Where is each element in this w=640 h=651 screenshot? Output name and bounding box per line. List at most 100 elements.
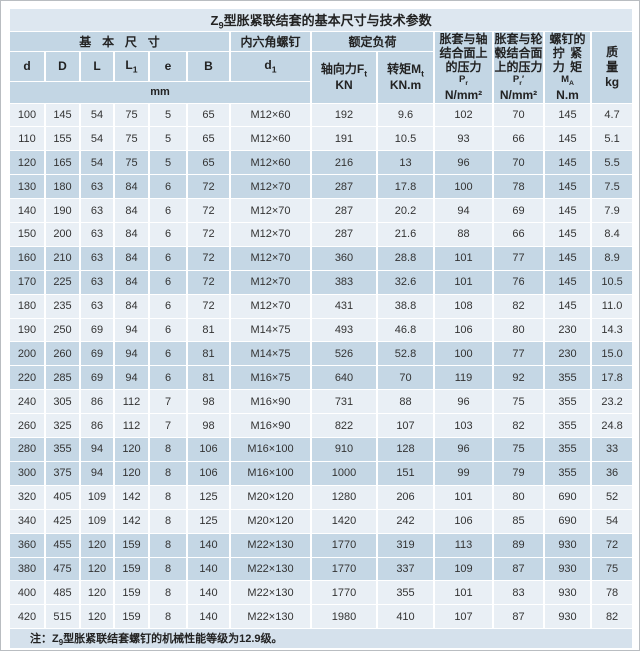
cell: 11.0 [589, 293, 635, 319]
cell: 242 [376, 508, 435, 534]
cell: 70 [492, 102, 545, 128]
header-group-row: 基本尺寸 内六角螺钉 额定负荷 胀套与轴 结合面上 的压力 Pr N/mm² 胀… [8, 31, 635, 104]
cell: M12×70 [229, 245, 312, 271]
cell: 82 [492, 293, 545, 319]
cell: M22×130 [229, 580, 312, 606]
footnote: 注：Z9型胀紧联结套螺钉的机械性能等级为12.9级。 [7, 628, 635, 650]
cell: 17.8 [589, 365, 635, 391]
table-row: 420 515 120 159 8 140 M22×130 1980 410 107 87 930 82 [8, 604, 635, 630]
cell: 360 [310, 245, 378, 271]
cell: M12×70 [229, 198, 312, 224]
col-header-torque: 转矩Mt KN.m [376, 51, 435, 104]
cell: 8 [148, 556, 188, 582]
cell: 210 [44, 245, 81, 271]
cell: 75 [113, 102, 150, 128]
cell: 515 [44, 604, 81, 630]
cell: 23.2 [589, 389, 635, 415]
cell: 96 [433, 389, 494, 415]
cell: 94 [113, 317, 150, 343]
table-row: 340 425 109 142 8 125 M20×120 1420 242 106 85 690 54 [8, 508, 635, 534]
cell: M20×120 [229, 484, 312, 510]
cell: 28.8 [376, 245, 435, 271]
cell: 101 [433, 484, 494, 510]
cell: 8 [148, 580, 188, 606]
cell: 380 [8, 556, 46, 582]
cell: 1280 [310, 484, 378, 510]
cell: 145 [543, 150, 592, 176]
cell: 52 [589, 484, 635, 510]
cell: 200 [44, 222, 81, 247]
table-row: 240 305 86 112 7 98 M16×90 731 88 96 75 355 23.2 [8, 389, 635, 415]
cell: 6 [148, 222, 188, 247]
cell: 77 [492, 341, 545, 367]
cell: 910 [310, 437, 378, 462]
cell: 24.8 [589, 413, 635, 439]
page-title: Z9型胀紧联结套的基本尺寸与技术参数 [7, 8, 635, 32]
cell: 225 [44, 269, 81, 295]
cell: 145 [543, 198, 592, 224]
cell: 109 [433, 556, 494, 582]
cell: 94 [79, 437, 115, 462]
cell: 17.8 [376, 174, 435, 200]
table-row: 400 485 120 159 8 140 M22×130 1770 355 101 83 930 78 [8, 580, 635, 606]
cell: 10.5 [589, 269, 635, 295]
cell: M14×75 [229, 317, 312, 343]
cell: 120 [8, 150, 46, 176]
cell: 930 [543, 604, 592, 630]
cell: M12×60 [229, 150, 312, 176]
cell: 75 [113, 150, 150, 176]
cell: 128 [376, 437, 435, 462]
table-row: 130 180 63 84 6 72 M12×70 287 17.8 100 78 145 7.5 [8, 174, 635, 200]
header-mass: 质量 kg [589, 31, 635, 104]
cell: 100 [8, 102, 46, 128]
unit-mm: mm [8, 80, 312, 104]
cell: M12×70 [229, 293, 312, 319]
cell: 54 [79, 126, 115, 152]
cell: 13 [376, 150, 435, 176]
cell: 6 [148, 174, 188, 200]
cell: 65 [186, 102, 231, 128]
cell: 287 [310, 198, 378, 224]
cell: 140 [8, 198, 46, 224]
cell: 84 [113, 293, 150, 319]
cell: 84 [113, 174, 150, 200]
cell: 92 [492, 365, 545, 391]
table-row: 280 355 94 120 8 106 M16×100 910 128 96 75 355 33 [8, 437, 635, 462]
col-header-e: e [148, 51, 188, 82]
cell: 930 [543, 532, 592, 558]
cell: 140 [186, 532, 231, 558]
header-tightening-torque: 螺钉的 拧紧 力矩 MA N.m [543, 31, 592, 104]
cell: 84 [113, 222, 150, 247]
cell: 101 [433, 580, 494, 606]
cell: 230 [543, 341, 592, 367]
col-header-L1: L1 [113, 51, 150, 82]
cell: 1980 [310, 604, 378, 630]
col-header-B: B [186, 51, 231, 82]
cell: M14×75 [229, 341, 312, 367]
col-header-d: d [8, 51, 46, 82]
cell: 6 [148, 245, 188, 271]
cell: 100 [433, 174, 494, 200]
cell: 78 [492, 174, 545, 200]
cell: 120 [79, 604, 115, 630]
cell: 69 [79, 365, 115, 391]
cell: M20×120 [229, 508, 312, 534]
cell: 101 [433, 269, 494, 295]
cell: 63 [79, 198, 115, 224]
cell: 66 [492, 126, 545, 152]
cell: 930 [543, 580, 592, 606]
cell: 360 [8, 532, 46, 558]
cell: 101 [433, 245, 494, 271]
footnote-row: 注：Z9型胀紧联结套螺钉的机械性能等级为12.9级。 [7, 628, 635, 650]
cell: 300 [8, 460, 46, 486]
table-row: 320 405 109 142 8 125 M20×120 1280 206 101 80 690 52 [8, 484, 635, 510]
cell: 66 [492, 222, 545, 247]
cell: 180 [8, 293, 46, 319]
cell: 72 [186, 269, 231, 295]
cell: 63 [79, 269, 115, 295]
cell: 72 [186, 174, 231, 200]
cell: 230 [543, 317, 592, 343]
cell: 260 [44, 341, 81, 367]
header-pressure-hub: 胀套与轮 毂结合面 上的压力 Pr′ N/mm² [492, 31, 545, 104]
table-row: 110 155 54 75 5 65 M12×60 191 10.5 93 66 145 5.1 [8, 126, 635, 152]
